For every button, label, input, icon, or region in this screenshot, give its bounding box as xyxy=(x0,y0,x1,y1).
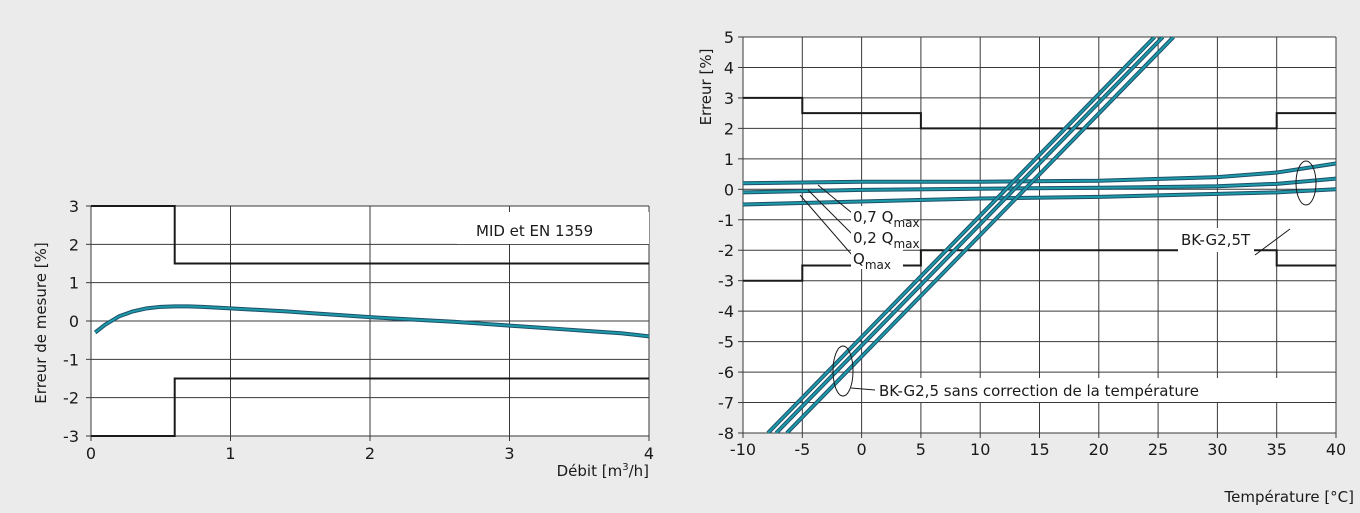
annotation-label-bg xyxy=(876,378,1289,402)
y-tick-label: -1 xyxy=(718,211,734,230)
error-limit-line xyxy=(743,96,1336,130)
y-tick-label: 0 xyxy=(724,180,734,199)
annotation-leader-line xyxy=(807,189,853,235)
series-line xyxy=(775,37,1164,433)
annotation-label-bg xyxy=(1178,228,1254,252)
annotation-subscript: max xyxy=(893,237,919,251)
y-tick-label: -5 xyxy=(718,333,734,352)
x-tick-label: 20 xyxy=(1089,440,1109,459)
annotation-text: Q xyxy=(853,250,865,268)
x-tick-label: 2 xyxy=(365,444,375,463)
y-tick-label: -7 xyxy=(718,394,734,413)
y-axis-label: Erreur de mesure [%] xyxy=(32,242,50,403)
bk-g25t-label: BK-G2,5T xyxy=(1181,231,1251,249)
series-line xyxy=(94,305,650,338)
series-line xyxy=(743,188,1336,206)
y-tick-label: 1 xyxy=(724,150,734,169)
y-tick-label: 2 xyxy=(724,119,734,138)
bk-g25-uncorrected-label: BK-G2,5 sans correction de la températur… xyxy=(879,382,1199,400)
y-tick-label: -2 xyxy=(63,389,79,408)
annotation-label-bg xyxy=(851,227,903,248)
series-line xyxy=(743,177,1336,194)
annotation-leader-line xyxy=(817,184,853,214)
annotation-label: MID et EN 1359 xyxy=(476,222,593,240)
annotation-text: 0,2 Q xyxy=(853,229,893,247)
x-axis-label: Débit [m3/h] xyxy=(557,462,649,480)
annotation-text: 0,7 Q xyxy=(853,208,893,226)
annotation-label-bg xyxy=(851,206,903,227)
x-axis-label-tail: /h] xyxy=(629,462,649,480)
annotation-subscript: max xyxy=(865,258,891,272)
y-tick-label: 1 xyxy=(69,274,79,293)
annotation-box xyxy=(457,212,649,244)
series-annotation-label: 0,7 Qmax xyxy=(853,208,920,230)
y-tick-label: -8 xyxy=(718,424,734,443)
x-tick-label: 30 xyxy=(1207,440,1227,459)
y-tick-label: -3 xyxy=(718,272,734,291)
y-tick-label: 3 xyxy=(69,197,79,216)
series-line xyxy=(743,162,1336,185)
series-annotation-label: Qmax xyxy=(853,250,891,272)
y-tick-label: 5 xyxy=(724,28,734,47)
x-tick-label: 15 xyxy=(1029,440,1049,459)
series-line xyxy=(786,37,1175,433)
flow-error-chart: MID et EN 1359 3 2 1 0 -1 -2 -3 0 1 2 3 4 Erreur de m… xyxy=(32,197,654,480)
series-line xyxy=(767,37,1156,433)
y-axis-label: Erreur [%] xyxy=(697,49,715,126)
y-tick-label: -2 xyxy=(718,241,734,260)
x-tick-label: 25 xyxy=(1148,440,1168,459)
x-tick-label: 40 xyxy=(1326,440,1346,459)
series-group-ellipse xyxy=(832,345,854,397)
x-tick-label: 4 xyxy=(644,444,654,463)
annotation-leader-line xyxy=(1254,228,1291,256)
y-tick-label: 2 xyxy=(69,235,79,254)
x-tick-label: 5 xyxy=(916,440,926,459)
annotation-subscript: max xyxy=(893,216,919,230)
series-group-ellipse xyxy=(1295,160,1317,206)
x-tick-label: 3 xyxy=(504,444,514,463)
y-tick-label: -4 xyxy=(718,302,734,321)
x-tick-label: 0 xyxy=(857,440,867,459)
series-group xyxy=(743,37,1336,433)
x-tick-label: 0 xyxy=(86,444,96,463)
x-tick-label: 35 xyxy=(1267,440,1287,459)
x-axis-label: Température [°C] xyxy=(1224,488,1354,506)
annotation-leader-line xyxy=(850,387,876,391)
x-tick-label: -10 xyxy=(730,440,756,459)
y-tick-label: 3 xyxy=(724,89,734,108)
y-tick-label: 4 xyxy=(724,58,734,77)
y-tick-label: -6 xyxy=(718,363,734,382)
annotation-leader-line xyxy=(799,194,853,256)
y-tick-label: -1 xyxy=(63,350,79,369)
error-limit-line xyxy=(91,205,649,265)
y-tick-label: -3 xyxy=(63,427,79,446)
x-tick-label: 1 xyxy=(225,444,235,463)
x-tick-label: -5 xyxy=(794,440,810,459)
x-axis-label-unit: Débit [m xyxy=(557,462,623,480)
annotation-label-bg xyxy=(851,248,903,269)
error-limit-line xyxy=(91,377,649,437)
x-tick-label: 10 xyxy=(970,440,990,459)
series-annotation-label: 0,2 Qmax xyxy=(853,229,920,251)
error-limit-line xyxy=(743,249,1336,282)
y-tick-label: 0 xyxy=(69,312,79,331)
x-axis-label-superscript: 3 xyxy=(622,462,628,473)
